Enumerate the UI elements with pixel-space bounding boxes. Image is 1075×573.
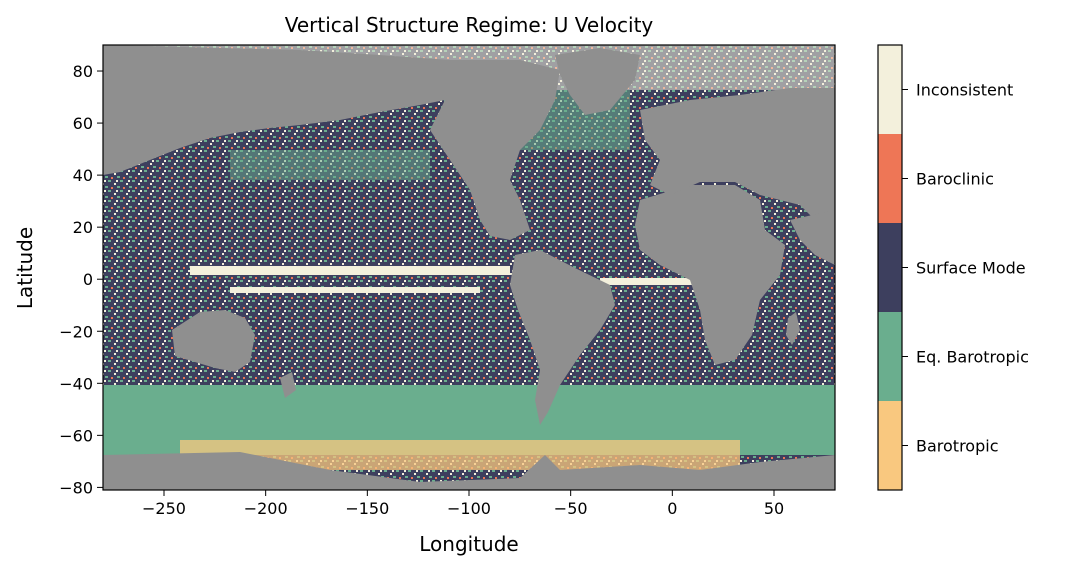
y-tick-label: 0 <box>83 270 93 289</box>
x-tick-label: −50 <box>554 499 588 518</box>
chart-title: Vertical Structure Regime: U Velocity <box>285 13 654 37</box>
north-pacific-eq-barotropic <box>230 150 430 180</box>
x-tick-label: −100 <box>447 499 491 518</box>
colorbar-label: Barotropic <box>916 437 998 456</box>
y-tick-label: −80 <box>59 478 93 497</box>
y-tick-label: 40 <box>73 166 93 185</box>
colorbar-segment <box>878 223 902 312</box>
x-axis-label: Longitude <box>419 532 518 556</box>
y-tick-label: −40 <box>59 374 93 393</box>
x-tick-label: 50 <box>764 499 784 518</box>
y-tick-label: 80 <box>73 62 93 81</box>
colorbar-segment <box>878 312 902 401</box>
colorbar-label: Baroclinic <box>916 170 994 189</box>
plot-area <box>103 45 835 490</box>
x-axis: −250 −200 −150 −100 −50 0 50 <box>142 490 784 518</box>
y-tick-label: 20 <box>73 218 93 237</box>
colorbar-segment <box>878 45 902 134</box>
colorbar-label: Eq. Barotropic <box>916 348 1029 367</box>
equatorial-inconsistent-strip-pacific-2 <box>230 287 480 293</box>
x-tick-label: −150 <box>345 499 389 518</box>
map-layers <box>103 45 835 490</box>
equatorial-inconsistent-strip-pacific <box>190 266 510 275</box>
x-tick-label: −250 <box>142 499 186 518</box>
colorbar-segment <box>878 401 902 490</box>
y-axis-label: Latitude <box>13 227 37 309</box>
x-tick-label: 0 <box>667 499 677 518</box>
y-tick-label: −20 <box>59 322 93 341</box>
y-tick-label: 60 <box>73 114 93 133</box>
y-tick-label: −60 <box>59 426 93 445</box>
colorbar-label: Inconsistent <box>916 81 1013 100</box>
x-tick-label: −200 <box>244 499 288 518</box>
y-axis: −80 −60 −40 −20 0 20 40 60 80 <box>59 62 103 497</box>
colorbar-label: Surface Mode <box>916 259 1026 278</box>
colorbar-segment <box>878 134 902 223</box>
colorbar: Barotropic Eq. Barotropic Surface Mode Baro… <box>878 45 1029 490</box>
